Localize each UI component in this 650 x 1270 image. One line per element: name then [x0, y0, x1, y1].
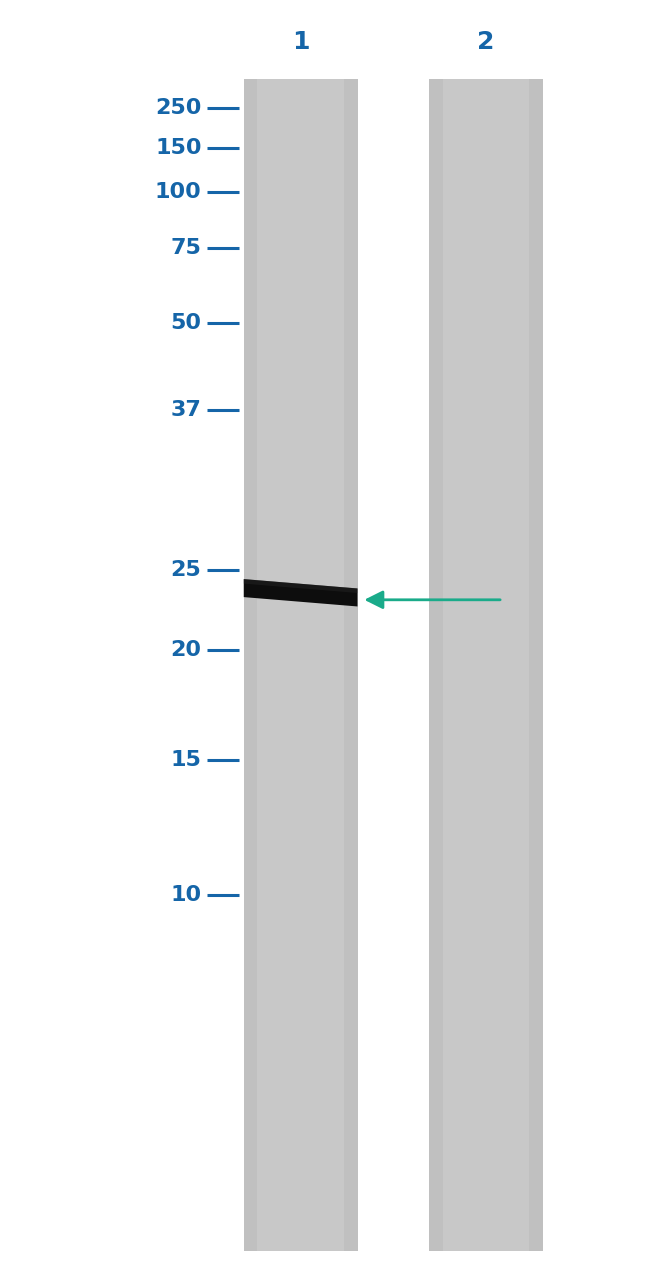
Bar	[244, 79, 257, 1251]
Text: 100: 100	[155, 182, 202, 202]
Bar	[429, 79, 443, 1251]
Bar	[344, 79, 358, 1251]
Text: 75: 75	[170, 237, 202, 258]
Text: 15: 15	[170, 751, 202, 770]
Text: 25: 25	[171, 560, 202, 580]
Text: 37: 37	[170, 400, 202, 420]
Text: 150: 150	[155, 138, 202, 157]
Text: 250: 250	[155, 98, 202, 118]
Bar	[429, 79, 543, 1251]
Text: 50: 50	[170, 312, 202, 333]
Bar	[244, 79, 358, 1251]
Text: 1: 1	[292, 30, 309, 55]
Bar	[529, 79, 543, 1251]
Text: 10: 10	[170, 885, 202, 906]
Text: 20: 20	[170, 640, 202, 660]
Polygon shape	[244, 579, 358, 607]
Text: 2: 2	[477, 30, 495, 55]
Polygon shape	[244, 579, 358, 593]
